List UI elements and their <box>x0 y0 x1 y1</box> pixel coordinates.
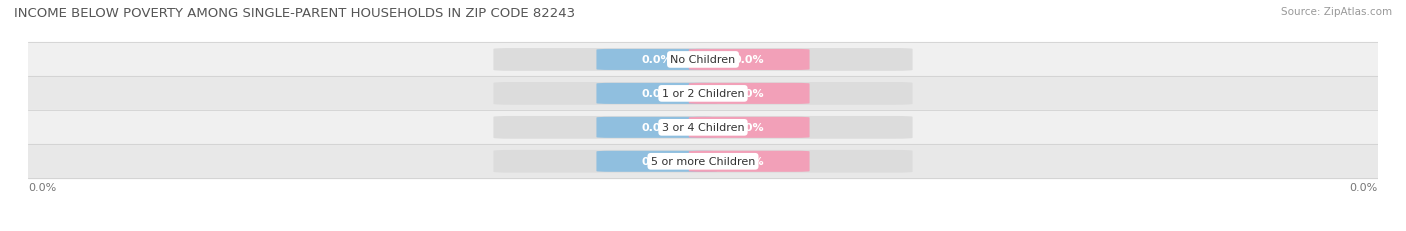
Bar <box>28 145 1378 179</box>
FancyBboxPatch shape <box>596 117 717 138</box>
Text: 3 or 4 Children: 3 or 4 Children <box>662 123 744 133</box>
FancyBboxPatch shape <box>596 151 717 172</box>
Text: INCOME BELOW POVERTY AMONG SINGLE-PARENT HOUSEHOLDS IN ZIP CODE 82243: INCOME BELOW POVERTY AMONG SINGLE-PARENT… <box>14 7 575 20</box>
Text: 0.0%: 0.0% <box>641 123 672 133</box>
Text: 0.0%: 0.0% <box>734 157 765 167</box>
FancyBboxPatch shape <box>689 50 810 71</box>
FancyBboxPatch shape <box>494 116 912 139</box>
Text: Source: ZipAtlas.com: Source: ZipAtlas.com <box>1281 7 1392 17</box>
FancyBboxPatch shape <box>689 83 810 104</box>
FancyBboxPatch shape <box>596 83 717 104</box>
Text: 0.0%: 0.0% <box>28 182 56 192</box>
Text: 0.0%: 0.0% <box>734 123 765 133</box>
Text: 5 or more Children: 5 or more Children <box>651 157 755 167</box>
Bar <box>28 77 1378 111</box>
Text: 0.0%: 0.0% <box>734 55 765 65</box>
FancyBboxPatch shape <box>494 83 912 105</box>
Text: 0.0%: 0.0% <box>1350 182 1378 192</box>
Text: 0.0%: 0.0% <box>734 89 765 99</box>
FancyBboxPatch shape <box>494 150 912 173</box>
Text: 1 or 2 Children: 1 or 2 Children <box>662 89 744 99</box>
Text: 0.0%: 0.0% <box>641 89 672 99</box>
Text: 0.0%: 0.0% <box>641 157 672 167</box>
FancyBboxPatch shape <box>689 117 810 138</box>
FancyBboxPatch shape <box>689 151 810 172</box>
Bar <box>28 43 1378 77</box>
Text: 0.0%: 0.0% <box>641 55 672 65</box>
Text: No Children: No Children <box>671 55 735 65</box>
FancyBboxPatch shape <box>596 50 717 71</box>
FancyBboxPatch shape <box>494 49 912 72</box>
Bar <box>28 111 1378 145</box>
